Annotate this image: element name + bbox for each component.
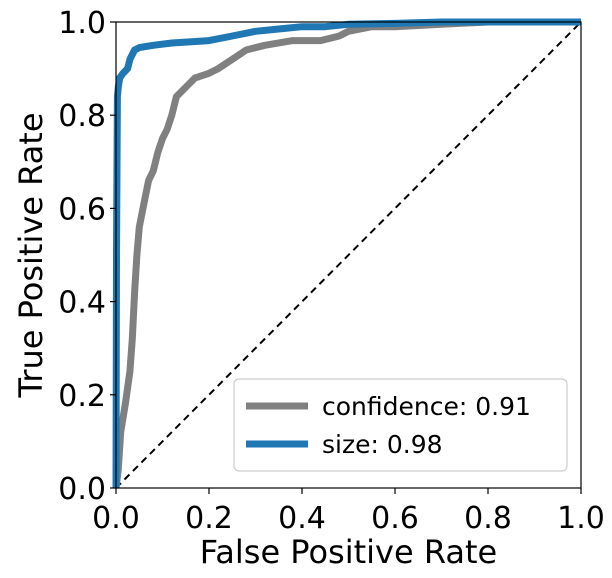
x-axis-label: False Positive Rate: [200, 533, 497, 571]
legend-label: confidence: 0.91: [322, 392, 531, 421]
legend-label: size: 0.98: [322, 430, 443, 459]
x-tick-label: 0.4: [278, 501, 326, 536]
legend-box: [233, 378, 568, 472]
y-tick-label: 1.0: [58, 6, 106, 41]
legend: confidence: 0.91 size: 0.98: [233, 378, 568, 472]
x-tick-label: 0.6: [371, 501, 419, 536]
plot-frame: [115, 21, 582, 489]
series-line-size: [112, 18, 581, 489]
axes-layer: 0.0 0.2 0.4 0.6 0.8 1.0 0.0 0.2 0.4 0.6 0.8 1.0 Fals…: [12, 6, 605, 571]
x-tick-label: 0.0: [92, 501, 140, 536]
y-axis-label: True Positive Rate: [12, 112, 50, 398]
y-tick-label: 0.4: [58, 286, 106, 321]
y-tick-label: 0.6: [58, 192, 106, 227]
y-tick-label: 0.2: [58, 379, 106, 414]
plot-layer: [112, 18, 582, 489]
y-tick-label: 0.0: [58, 472, 106, 507]
x-tick-label: 0.8: [464, 501, 512, 536]
series-line-confidence: [112, 18, 581, 489]
x-tick-label: 1.0: [557, 501, 605, 536]
chance-diagonal-line: [115, 21, 582, 489]
x-tick-label: 0.2: [185, 501, 233, 536]
y-tick-label: 0.8: [58, 99, 106, 134]
